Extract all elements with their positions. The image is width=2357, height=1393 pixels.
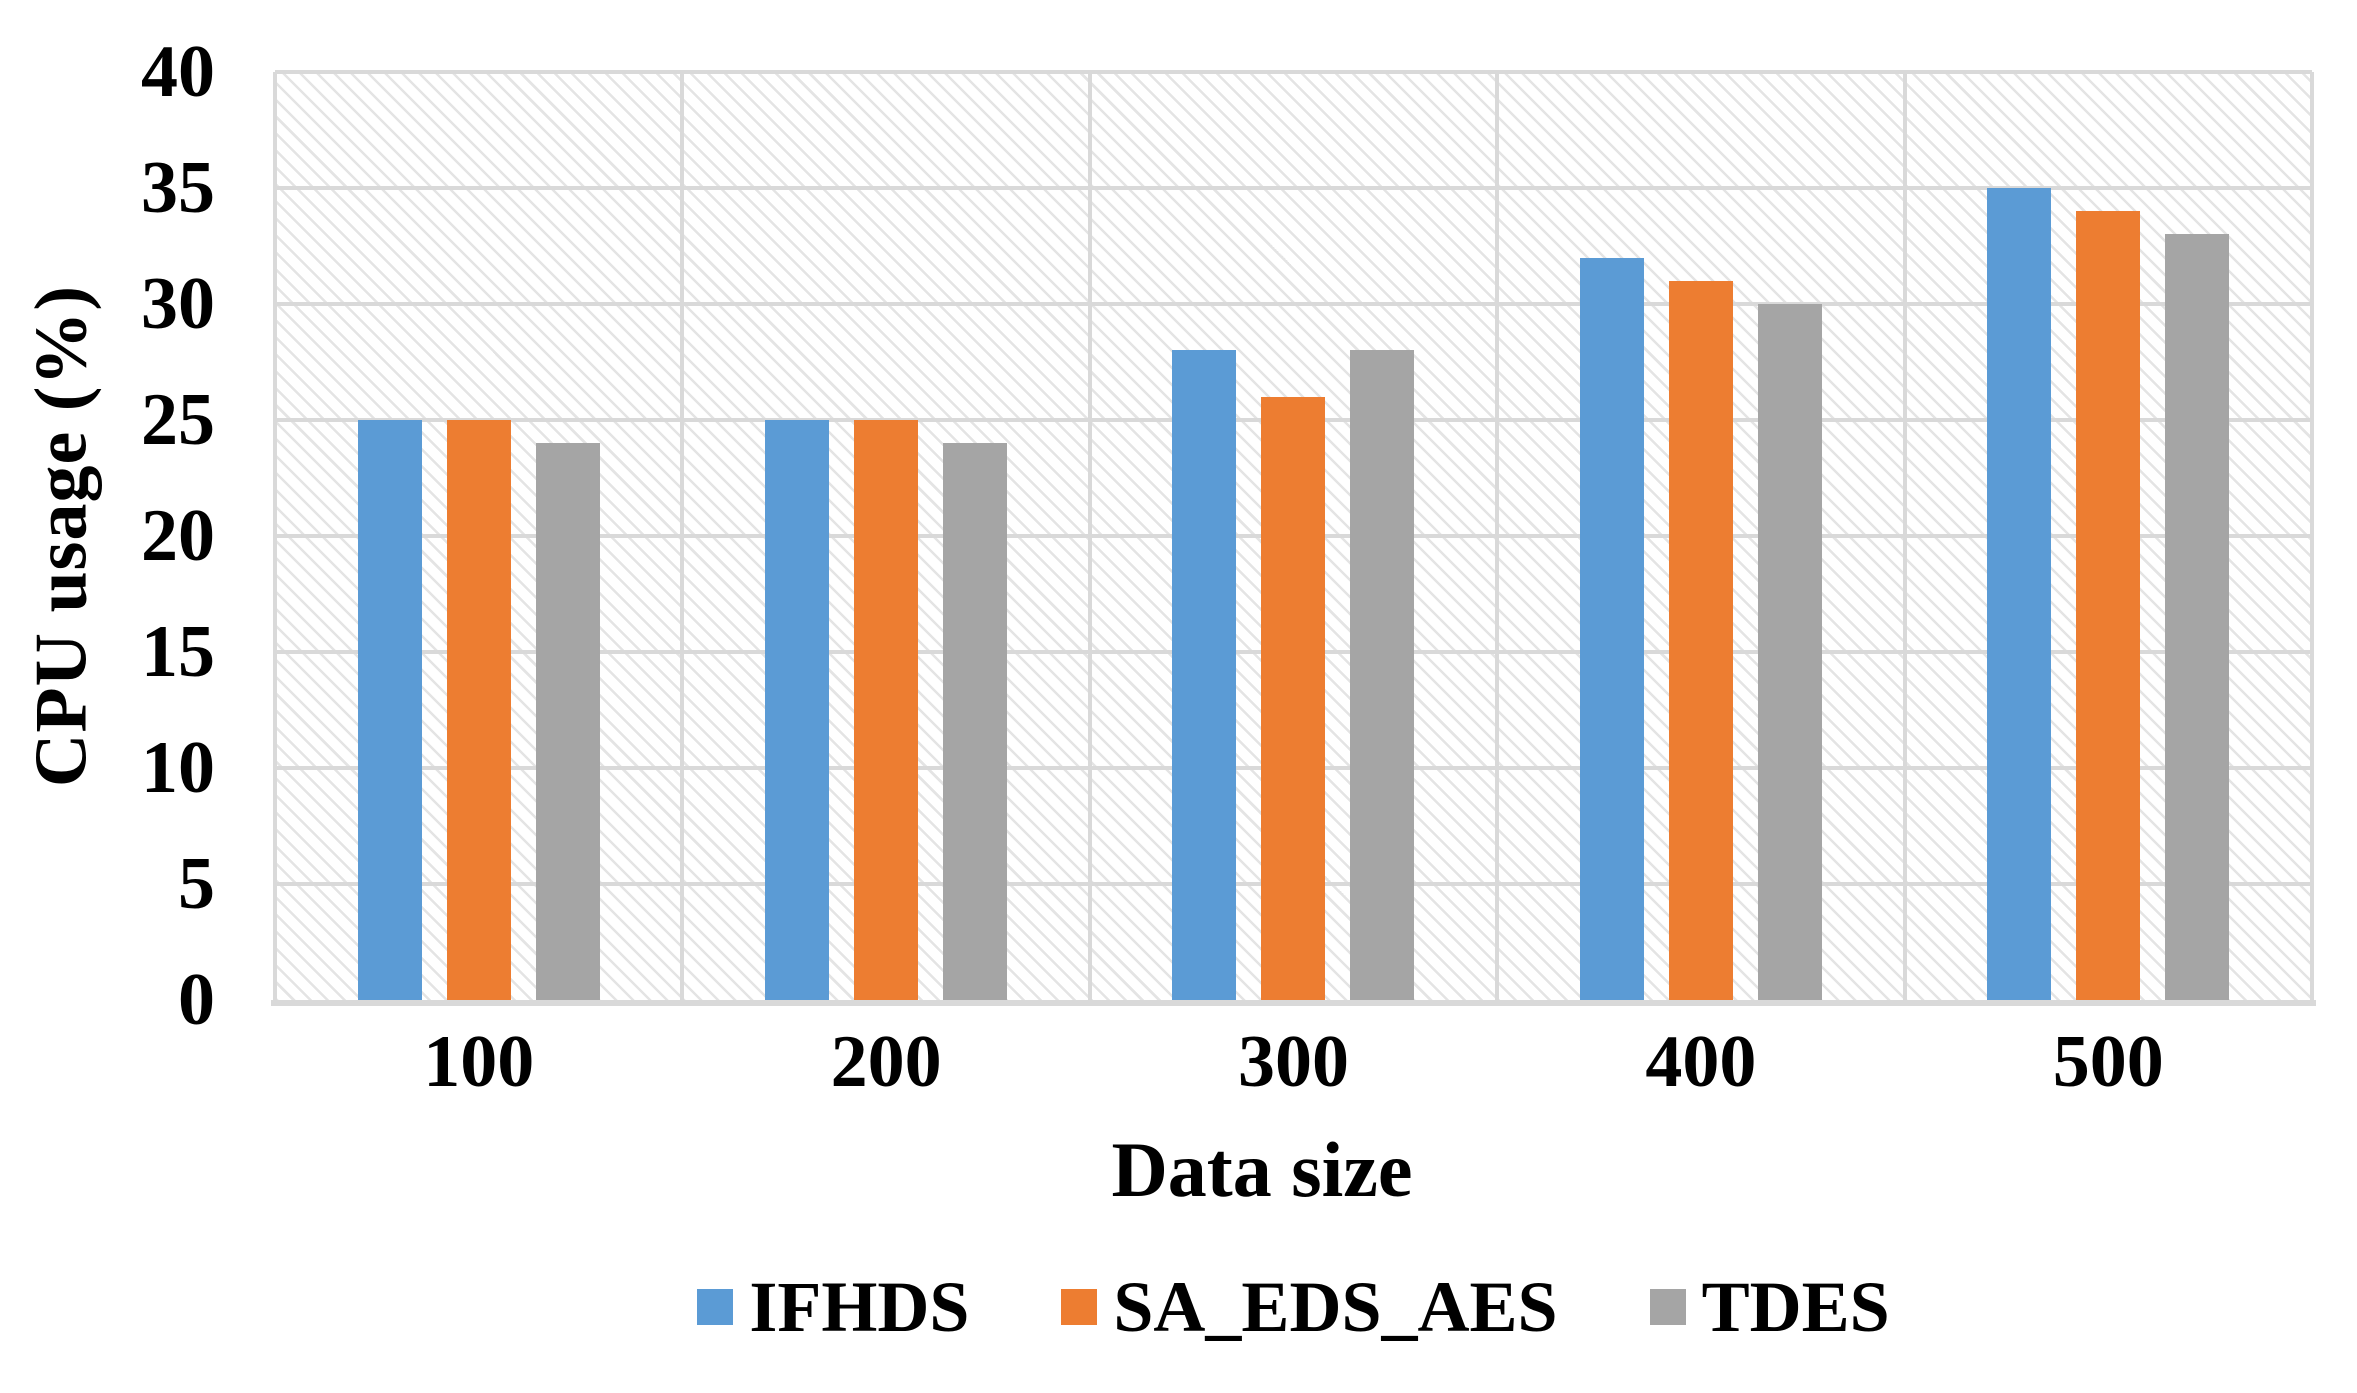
bar-TDES-100	[535, 443, 600, 1000]
y-tick-label-0: 0	[178, 959, 215, 1041]
y-tick-label-25: 25	[141, 379, 215, 461]
gridline-x-2	[1087, 72, 1092, 1000]
x-tick-label-200: 200	[830, 1021, 942, 1103]
legend-item-SA_EDS_AES: SA_EDS_AES	[1061, 1267, 1558, 1347]
plot-area	[271, 70, 2316, 1006]
bar-SA_EDS_AES-400	[1668, 280, 1733, 1000]
bar-TDES-300	[1350, 350, 1415, 1000]
bar-IFHDS-100	[357, 420, 422, 1000]
bar-SA_EDS_AES-300	[1261, 396, 1326, 1000]
y-tick-label-30: 30	[141, 263, 215, 345]
bar-IFHDS-400	[1579, 257, 1644, 1000]
x-axis-line	[271, 1000, 2316, 1006]
legend-label-SA_EDS_AES: SA_EDS_AES	[1113, 1267, 1558, 1347]
bar-group-500	[1905, 72, 2312, 1000]
y-tick-label-10: 10	[141, 727, 215, 809]
x-axis-title: Data size	[1111, 1126, 1413, 1213]
y-tick-label-40: 40	[141, 31, 215, 113]
gridline-x-4	[1902, 72, 1907, 1000]
bar-TDES-200	[943, 443, 1008, 1000]
x-tick-label-400: 400	[1645, 1021, 1757, 1103]
x-tick-label-500: 500	[2052, 1021, 2164, 1103]
gridline-y-30	[275, 302, 2312, 306]
legend-swatch-IFHDS	[697, 1289, 734, 1325]
legend-swatch-SA_EDS_AES	[1061, 1289, 1098, 1325]
legend-label-IFHDS: IFHDS	[749, 1267, 970, 1347]
y-tick-label-15: 15	[141, 611, 215, 693]
bar-SA_EDS_AES-100	[446, 420, 511, 1000]
y-tick-label-35: 35	[141, 147, 215, 229]
y-tick-label-5: 5	[178, 843, 215, 925]
bar-TDES-500	[2165, 234, 2230, 1000]
legend: IFHDS SA_EDS_AES TDES	[275, 1262, 2312, 1352]
gridline-x-5	[2310, 72, 2314, 1000]
gridline-y-35	[275, 186, 2312, 190]
gridline-x-1	[680, 72, 685, 1000]
y-tick-label-20: 20	[141, 495, 215, 577]
bar-IFHDS-500	[1987, 188, 2052, 1000]
legend-item-TDES: TDES	[1649, 1267, 1890, 1347]
bar-TDES-400	[1757, 304, 1822, 1000]
legend-swatch-TDES	[1649, 1289, 1686, 1325]
bar-group-300	[1090, 72, 1497, 1000]
x-tick-label-300: 300	[1238, 1021, 1349, 1103]
gridline-x-3	[1495, 72, 1500, 1000]
bar-group-200	[682, 72, 1089, 1000]
bar-SA_EDS_AES-500	[2076, 211, 2141, 1000]
bar-group-100	[275, 72, 682, 1000]
legend-item-IFHDS: IFHDS	[697, 1267, 969, 1347]
bar-group-400	[1497, 72, 1904, 1000]
bar-IFHDS-200	[765, 420, 830, 1000]
gridline-x-0	[273, 72, 277, 1000]
bar-IFHDS-300	[1172, 350, 1237, 1000]
x-tick-label-100: 100	[423, 1021, 535, 1103]
gridline-y-40	[275, 70, 2312, 74]
bar-SA_EDS_AES-200	[854, 420, 919, 1000]
legend-label-TDES: TDES	[1701, 1267, 1890, 1347]
